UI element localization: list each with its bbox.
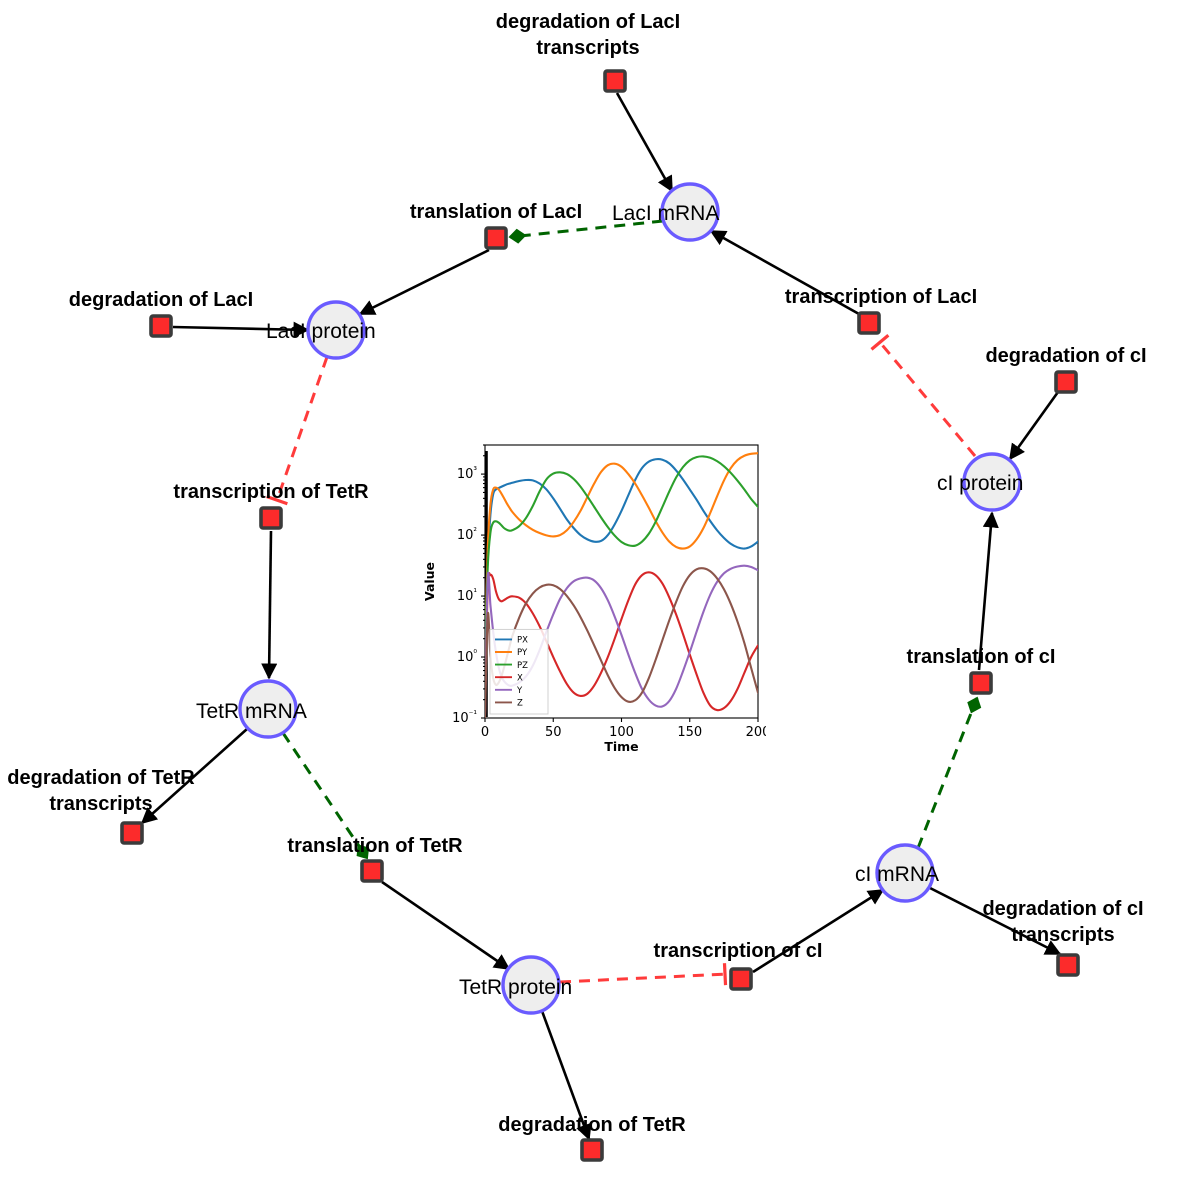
reaction-node-deg_tetr_transcripts[interactable]	[120, 821, 144, 845]
timecourse-chart-inset[interactable]: 0 50 100 150 200 10⁻¹ 10⁰ 10¹ 10² 10³ PX PY PZ XYZ T…	[413, 434, 767, 753]
chart-xlabel: Time	[604, 739, 638, 752]
reaction-label-deg_laci_transcripts: degradation of LacI transcripts	[496, 11, 680, 59]
timecourse-chart: 0 50 100 150 200 10⁻¹ 10⁰ 10¹ 10² 10³ PX PY PZ XYZ T…	[422, 444, 766, 752]
edge-plain	[140, 728, 248, 825]
chart-legend-box[interactable]	[489, 628, 549, 715]
reaction-node-transcr_ci[interactable]	[729, 967, 753, 991]
edge-plain	[172, 321, 310, 338]
reaction-node-transl_laci[interactable]	[484, 226, 508, 250]
edge-inhibition	[559, 963, 728, 986]
species-label-ci_protein: cI protein	[937, 472, 1023, 495]
labels-layer: degradation of LacI transcripts translatio…	[7, 11, 1146, 1136]
chart-legend-label-PX: PX	[517, 636, 528, 646]
reaction-node-transcr_laci[interactable]	[857, 311, 881, 335]
species-label-laci_mrna: LacI mRNA	[612, 202, 719, 225]
edge-plain	[381, 880, 511, 971]
reaction-label-transl_laci: translation of LacI	[410, 201, 582, 223]
edge-plain	[929, 886, 1062, 956]
chart-xticklabel: 100	[609, 725, 634, 740]
reaction-label-deg_ci: degradation of cI	[985, 345, 1146, 367]
chart-yticklabel: 10⁰	[457, 649, 478, 665]
reaction-label-deg_tetr: degradation of TetR	[498, 1114, 686, 1136]
reaction-label-deg_laci: degradation of LacI	[69, 289, 253, 311]
reaction-label-transl_ci: translation of cI	[907, 646, 1056, 668]
reaction-label-deg_tetr_transcripts: degradation of TetR transcripts	[7, 767, 195, 815]
edge-plain	[358, 248, 490, 316]
chart-ylabel: Value	[422, 562, 437, 601]
species-node-laci_protein[interactable]	[306, 300, 366, 360]
chart-series-X	[485, 571, 758, 715]
edge-activation	[508, 219, 664, 244]
chart-legend-label-Z: Z	[517, 699, 523, 709]
edge-plain	[540, 1010, 592, 1141]
reaction-node-deg_laci[interactable]	[149, 314, 173, 338]
reaction-node-transl_ci[interactable]	[969, 671, 993, 695]
reaction-label-deg_ci_transcripts: degradation of cI transcripts	[982, 898, 1143, 946]
chart-series-PX	[485, 458, 758, 659]
edge-plain	[615, 92, 674, 193]
chart-yticklabel: 10¹	[457, 588, 478, 604]
reaction-label-transcr_laci: transcription of LacI	[785, 286, 977, 308]
edge-activation	[281, 732, 370, 860]
species-node-tetr_protein[interactable]	[501, 955, 561, 1015]
species-node-ci_mrna[interactable]	[875, 843, 935, 903]
chart-tick-layer: 0 50 100 150 200 10⁻¹ 10⁰ 10¹ 10² 10³	[452, 444, 766, 740]
species-label-tetr_mrna: TetR mRNA	[196, 700, 307, 723]
chart-xticklabel: 150	[677, 725, 702, 740]
chart-legend-label-PZ: PZ	[517, 661, 528, 671]
chart-axis-labels: Time Value	[422, 562, 639, 752]
chart-legend-label-X: X	[517, 673, 523, 683]
reaction-label-transcr_ci: transcription of cI	[654, 940, 823, 962]
species-node-tetr_mrna[interactable]	[238, 679, 298, 739]
chart-legend[interactable]: PX PY PZ XYZ	[489, 628, 549, 715]
edge-plain	[709, 229, 860, 316]
reaction-node-deg_tetr[interactable]	[580, 1138, 604, 1162]
edge-activation	[916, 696, 982, 849]
chart-legend-label-Y: Y	[516, 686, 523, 696]
chart-yticklabel: 10³	[457, 466, 478, 482]
reaction-label-transcr_tetr: transcription of TetR	[173, 481, 369, 503]
species-node-ci_protein[interactable]	[962, 452, 1022, 512]
edge-inhibition	[266, 356, 329, 506]
chart-xticklabel: 50	[545, 725, 562, 740]
reaction-node-deg_laci_transcripts[interactable]	[603, 69, 627, 93]
species-label-laci_protein: LacI protein	[266, 320, 376, 343]
chart-yticklabel: 10⁻¹	[452, 710, 477, 726]
edges-layer	[140, 92, 1062, 1141]
chart-xticklabel: 0	[481, 725, 489, 740]
edge-plain	[752, 888, 885, 974]
edge-inhibition	[870, 334, 977, 457]
reaction-label-transl_tetr: translation of TetR	[287, 835, 463, 857]
edge-plain	[261, 530, 278, 680]
species-node-laci_mrna[interactable]	[660, 182, 720, 242]
reaction-node-deg_ci[interactable]	[1054, 370, 1078, 394]
edge-plain	[977, 511, 999, 671]
species-label-tetr_protein: TetR protein	[459, 976, 572, 999]
chart-yticklabel: 10²	[457, 527, 478, 543]
nodes-layer[interactable]	[120, 69, 1080, 1162]
reaction-node-transcr_tetr[interactable]	[259, 506, 283, 530]
species-label-ci_mrna: cI mRNA	[855, 863, 939, 886]
chart-series-PY	[485, 452, 758, 659]
edge-plain	[1008, 391, 1060, 461]
chart-series-PZ	[485, 455, 758, 659]
reaction-node-transl_tetr[interactable]	[360, 859, 384, 883]
chart-legend-label-PY: PY	[517, 648, 528, 658]
chart-xticklabel: 200	[746, 725, 766, 740]
reaction-node-deg_ci_transcripts[interactable]	[1056, 953, 1080, 977]
